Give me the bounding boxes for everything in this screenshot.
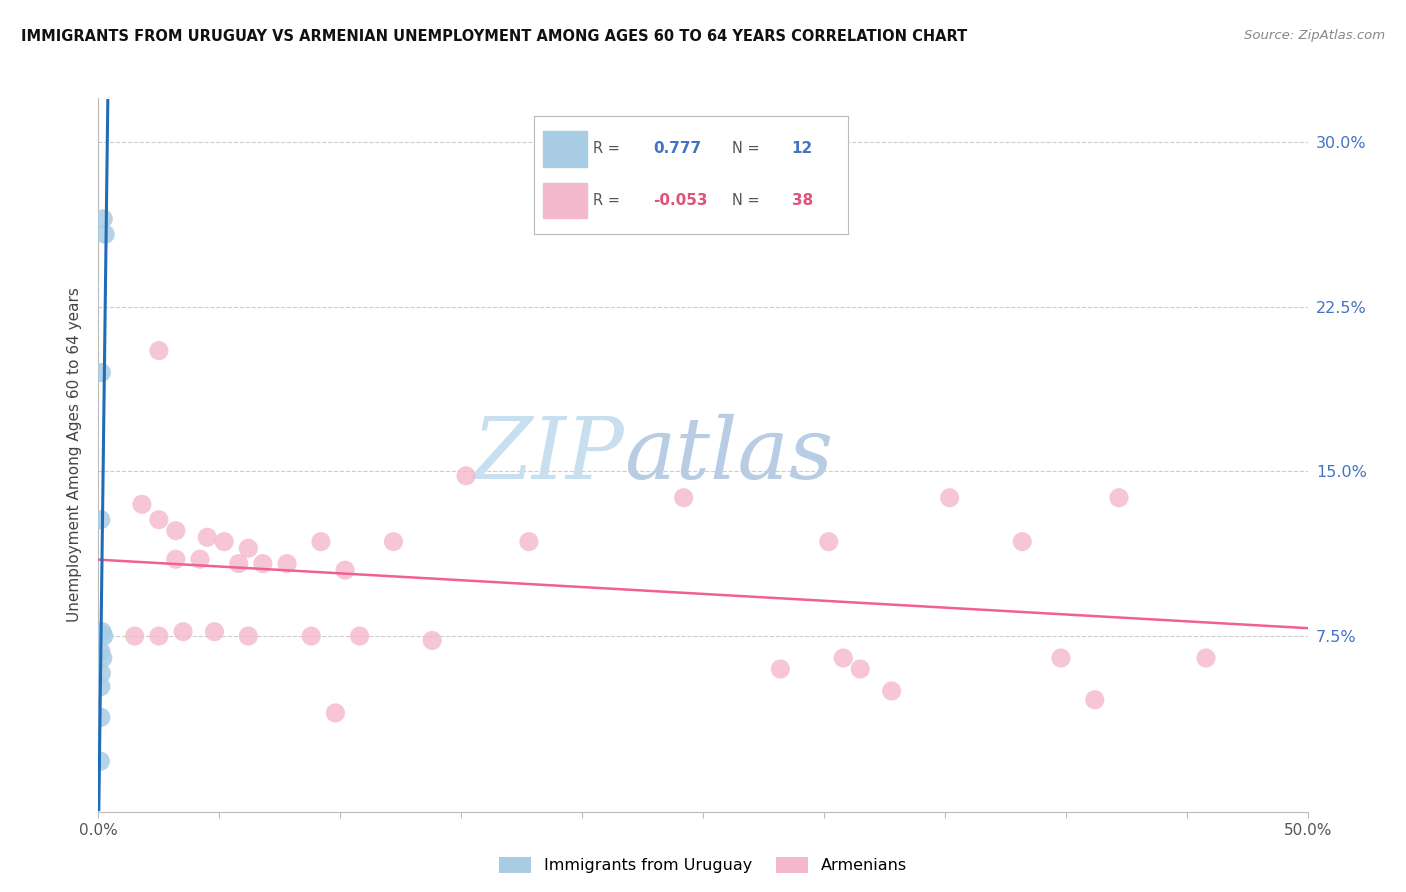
- Point: [420, 633, 443, 648]
- Point: [90, 513, 112, 527]
- Text: atlas: atlas: [624, 414, 834, 496]
- Point: [90, 644, 112, 658]
- Point: [1195, 651, 1218, 665]
- Point: [252, 557, 274, 571]
- Point: [91, 211, 114, 226]
- Text: ZIP: ZIP: [472, 414, 624, 496]
- Point: [89, 754, 111, 768]
- Point: [938, 491, 960, 505]
- Point: [188, 552, 211, 566]
- Point: [195, 530, 218, 544]
- Point: [238, 541, 260, 556]
- Point: [333, 563, 356, 577]
- Point: [1011, 534, 1033, 549]
- Point: [90, 666, 112, 681]
- Point: [91, 624, 114, 639]
- Point: [325, 706, 347, 720]
- Point: [454, 468, 477, 483]
- Point: [90, 710, 112, 724]
- Point: [90, 366, 112, 380]
- Point: [238, 629, 260, 643]
- Point: [172, 624, 194, 639]
- Point: [309, 534, 332, 549]
- Point: [517, 534, 540, 549]
- Point: [148, 343, 170, 358]
- Point: [91, 651, 114, 665]
- Point: [204, 624, 226, 639]
- Point: [880, 684, 903, 698]
- Point: [299, 629, 322, 643]
- Point: [148, 629, 170, 643]
- Point: [148, 513, 170, 527]
- Point: [382, 534, 405, 549]
- Point: [849, 662, 872, 676]
- Point: [1084, 692, 1107, 706]
- Point: [165, 524, 187, 538]
- Point: [1108, 491, 1130, 505]
- Point: [228, 557, 250, 571]
- Point: [1050, 651, 1073, 665]
- Text: Source: ZipAtlas.com: Source: ZipAtlas.com: [1244, 29, 1385, 42]
- Point: [165, 552, 187, 566]
- Point: [212, 534, 235, 549]
- Point: [124, 629, 146, 643]
- Point: [90, 680, 112, 694]
- Point: [131, 497, 153, 511]
- Point: [817, 534, 839, 549]
- Y-axis label: Unemployment Among Ages 60 to 64 years: Unemployment Among Ages 60 to 64 years: [67, 287, 83, 623]
- Point: [93, 629, 115, 643]
- Point: [769, 662, 792, 676]
- Text: IMMIGRANTS FROM URUGUAY VS ARMENIAN UNEMPLOYMENT AMONG AGES 60 TO 64 YEARS CORRE: IMMIGRANTS FROM URUGUAY VS ARMENIAN UNEM…: [21, 29, 967, 44]
- Point: [672, 491, 695, 505]
- Point: [94, 227, 117, 242]
- Point: [276, 557, 298, 571]
- Point: [832, 651, 855, 665]
- Point: [349, 629, 371, 643]
- Legend: Immigrants from Uruguay, Armenians: Immigrants from Uruguay, Armenians: [492, 850, 914, 880]
